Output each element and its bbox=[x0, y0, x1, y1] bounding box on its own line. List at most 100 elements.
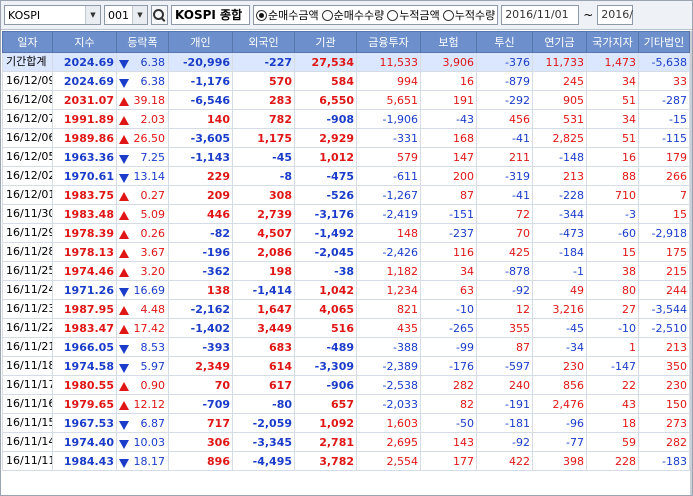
value-cell: -34 bbox=[532, 337, 587, 357]
change-cell: 5.09 bbox=[116, 204, 169, 224]
value-cell: -176 bbox=[420, 356, 477, 376]
radio-net-buy-volume[interactable]: 순매수수량 bbox=[321, 7, 384, 23]
table-row[interactable]: 16/11/16 1979.65 12.12 -709 -80 657 -2,033 82 -1… bbox=[2, 394, 690, 414]
column-header[interactable]: 등락폭 bbox=[116, 31, 169, 53]
table-row[interactable]: 16/12/06 1989.86 26.50 -3,605 1,175 2,929 -331… bbox=[2, 128, 690, 148]
table-row[interactable]: 16/11/17 1980.55 0.90 70 617 -906 -2,538 282 240… bbox=[2, 375, 690, 395]
value-cell: -147 bbox=[586, 356, 639, 376]
column-header[interactable]: 투신 bbox=[476, 31, 533, 53]
value-cell: -99 bbox=[420, 337, 477, 357]
table-row[interactable]: 16/11/18 1974.58 5.97 2,349 614 -3,309 -2,389-… bbox=[2, 356, 690, 376]
table-row[interactable]: 16/12/05 1963.36 7.25 -1,143 -45 1,012 579 147 2… bbox=[2, 147, 690, 167]
change-value: 3.20 bbox=[140, 264, 166, 278]
value-cell: 16 bbox=[420, 71, 477, 91]
column-header[interactable]: 외국인 bbox=[232, 31, 295, 53]
value-cell: 3,782 bbox=[294, 451, 357, 471]
radio-net-buy-amount[interactable]: 순매수금액 bbox=[256, 7, 319, 23]
value-cell: -2,426 bbox=[356, 242, 421, 262]
table-row[interactable]: 16/11/11 1984.43 18.17 896 -4,495 3,782 2,554 1… bbox=[2, 451, 690, 471]
value-cell: 3,449 bbox=[232, 318, 295, 338]
value-cell: -41 bbox=[476, 185, 533, 205]
change-cell: 0.90 bbox=[116, 375, 169, 395]
value-cell: 422 bbox=[476, 451, 533, 471]
value-cell: 994 bbox=[356, 71, 421, 91]
column-header[interactable]: 기관 bbox=[294, 31, 357, 53]
value-cell: 228 bbox=[586, 451, 639, 471]
change-cell: 39.18 bbox=[116, 90, 169, 110]
table-header-row: 일자 지수 등락폭 개인 외국인 기관 금융투자 보험 투신 연기금 국가지자 … bbox=[2, 31, 690, 53]
value-cell: 2,476 bbox=[532, 394, 587, 414]
table-row[interactable]: 16/11/22 1983.47 17.42 -1,402 3,449 516 435 -26… bbox=[2, 318, 690, 338]
value-cell: 2,781 bbox=[294, 432, 357, 452]
value-cell: 398 bbox=[532, 451, 587, 471]
table-row[interactable]: 16/11/29 1978.39 0.26 -82 4,507 -1,492 148 -237… bbox=[2, 223, 690, 243]
date-cell: 16/11/28 bbox=[2, 242, 53, 262]
value-cell: 230 bbox=[638, 375, 690, 395]
triangle-down-icon bbox=[119, 78, 129, 88]
column-header[interactable]: 지수 bbox=[52, 31, 117, 53]
table-row[interactable]: 16/12/07 1991.89 2.03 140 782 -908 -1,906 -43 45… bbox=[2, 109, 690, 129]
value-cell: 4,065 bbox=[294, 299, 357, 319]
radio-cumulative-amount[interactable]: 누적금액 bbox=[387, 7, 440, 23]
date-cell: 16/11/25 bbox=[2, 261, 53, 281]
table-row[interactable]: 16/11/28 1978.13 3.67 -196 2,086 -2,045 -2,426… bbox=[2, 242, 690, 262]
table-row[interactable]: 16/11/25 1974.46 3.20 -362 198 -38 1,182 34 -878… bbox=[2, 261, 690, 281]
value-cell: -38 bbox=[294, 261, 357, 281]
radio-cumulative-volume[interactable]: 누적수량 bbox=[442, 7, 495, 23]
change-cell: 3.67 bbox=[116, 242, 169, 262]
table-row[interactable]: 16/12/08 2031.07 39.18 -6,546 283 6,550 5,651 1… bbox=[2, 90, 690, 110]
value-cell: 282 bbox=[638, 432, 690, 452]
column-header[interactable]: 국가지자 bbox=[586, 31, 639, 53]
index-code-select[interactable]: 001 ▼ bbox=[104, 5, 148, 25]
table-row[interactable]: 16/11/30 1983.48 5.09 446 2,739 -3,176 -2,419-… bbox=[2, 204, 690, 224]
table-row[interactable]: 16/11/21 1966.05 8.53 -393 683 -489 -388 -99 87-… bbox=[2, 337, 690, 357]
triangle-up-icon bbox=[119, 324, 129, 334]
value-cell: 531 bbox=[532, 109, 587, 129]
column-header[interactable]: 보험 bbox=[420, 31, 477, 53]
value-cell: -92 bbox=[476, 432, 533, 452]
column-header[interactable]: 금융투자 bbox=[356, 31, 421, 53]
table-row[interactable]: 16/12/01 1983.75 0.27 209 308 -526 -1,267 87 -41… bbox=[2, 185, 690, 205]
value-cell: 27,534 bbox=[294, 52, 357, 72]
value-cell: 87 bbox=[420, 185, 477, 205]
triangle-up-icon bbox=[119, 115, 129, 125]
column-header[interactable]: 개인 bbox=[168, 31, 233, 53]
value-cell: -196 bbox=[168, 242, 233, 262]
table-row[interactable]: 16/12/09 2024.69 6.38 -1,176 570 584 994 16 -879… bbox=[2, 71, 690, 91]
triangle-up-icon bbox=[119, 134, 129, 144]
vertical-scrollbar[interactable] bbox=[690, 31, 692, 495]
search-button[interactable] bbox=[151, 5, 168, 25]
search-icon bbox=[153, 8, 164, 20]
date-cell: 16/12/05 bbox=[2, 147, 53, 167]
table-row[interactable]: 16/11/15 1967.53 6.87 717 -2,059 1,092 1,603 -5… bbox=[2, 413, 690, 433]
date-from-input[interactable]: 2016/11/01 bbox=[501, 5, 580, 25]
triangle-down-icon bbox=[119, 363, 129, 373]
table-row[interactable]: 16/11/14 1974.40 10.03 306 -3,345 2,781 2,695 1… bbox=[2, 432, 690, 452]
change-cell: 7.25 bbox=[116, 147, 169, 167]
table-row[interactable]: 16/12/02 1970.61 13.14 229 -8 -475 -611 200 -319… bbox=[2, 166, 690, 186]
change-value: 0.90 bbox=[140, 378, 166, 392]
radio-dot-icon bbox=[256, 9, 267, 21]
value-cell: 15 bbox=[638, 204, 690, 224]
column-header[interactable]: 기타법인 bbox=[638, 31, 690, 53]
value-cell: 717 bbox=[168, 413, 233, 433]
chevron-down-icon[interactable]: ▼ bbox=[132, 6, 147, 24]
date-to-input[interactable]: 2016/ bbox=[597, 5, 634, 25]
market-select[interactable]: KOSPI ▼ bbox=[4, 5, 101, 25]
column-header[interactable]: 연기금 bbox=[532, 31, 587, 53]
value-cell: 147 bbox=[420, 147, 477, 167]
value-cell: -148 bbox=[532, 147, 587, 167]
summary-row[interactable]: 기간합계 2024.69 6.38 -20,996 -227 27,534 11,533 3,… bbox=[2, 52, 690, 72]
value-cell: -331 bbox=[356, 128, 421, 148]
value-cell: -96 bbox=[532, 413, 587, 433]
index-cell: 1983.48 bbox=[52, 204, 117, 224]
table-row[interactable]: 16/11/23 1987.95 4.48 -2,162 1,647 4,065 821 -1… bbox=[2, 299, 690, 319]
column-header[interactable]: 일자 bbox=[2, 31, 53, 53]
chevron-down-icon[interactable]: ▼ bbox=[85, 6, 100, 24]
table-row[interactable]: 16/11/24 1971.26 16.69 138 -1,414 1,042 1,234 6… bbox=[2, 280, 690, 300]
change-cell: 0.26 bbox=[116, 223, 169, 243]
date-cell: 16/11/23 bbox=[2, 299, 53, 319]
change-cell: 13.14 bbox=[116, 166, 169, 186]
table-body: 기간합계 2024.69 6.38 -20,996 -227 27,534 11,533 3,… bbox=[2, 52, 690, 471]
value-cell: -3,544 bbox=[638, 299, 690, 319]
